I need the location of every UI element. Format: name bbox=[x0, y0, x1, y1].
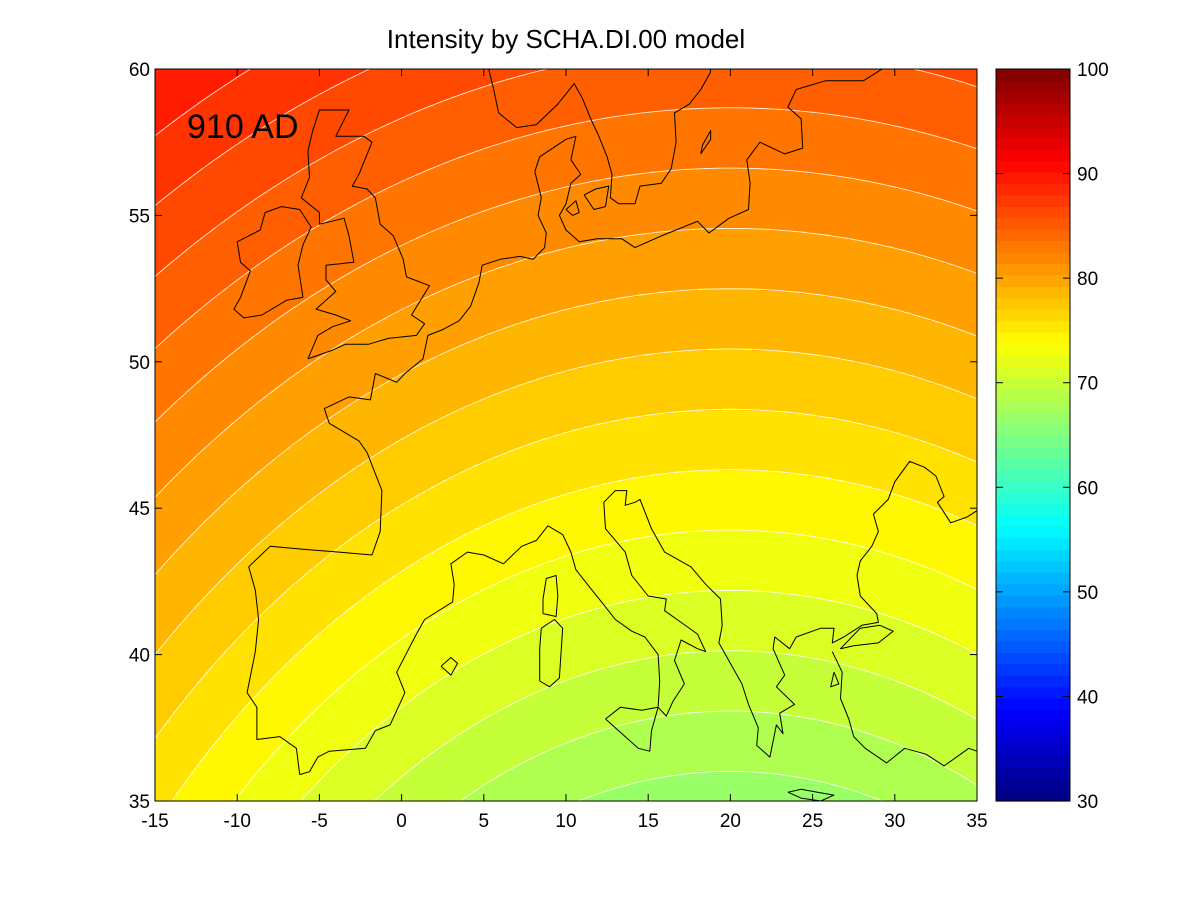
colorbar-band bbox=[996, 218, 1070, 230]
x-tick-label: -5 bbox=[311, 811, 328, 832]
colorbar-band bbox=[996, 275, 1070, 287]
colorbar-band bbox=[996, 229, 1070, 241]
colorbar-band bbox=[996, 206, 1070, 218]
colorbar-band bbox=[996, 687, 1070, 699]
colorbar-band bbox=[996, 309, 1070, 321]
colorbar-band bbox=[996, 481, 1070, 493]
colorbar-band bbox=[996, 126, 1070, 138]
colorbar-band bbox=[996, 103, 1070, 115]
colorbar-band bbox=[996, 252, 1070, 264]
colorbar-band bbox=[996, 538, 1070, 550]
x-tick-label: 35 bbox=[966, 811, 987, 832]
colorbar-tick-label: 80 bbox=[1077, 269, 1098, 290]
x-tick-label: 20 bbox=[720, 811, 741, 832]
colorbar-band bbox=[996, 412, 1070, 424]
era-label: 910 AD bbox=[187, 108, 299, 146]
colorbar-band bbox=[996, 263, 1070, 275]
colorbar-band bbox=[996, 504, 1070, 516]
colorbar-band bbox=[996, 332, 1070, 344]
colorbar-tick-label: 100 bbox=[1077, 60, 1109, 81]
x-tick-label: -10 bbox=[223, 811, 250, 832]
x-tick-label: 0 bbox=[396, 811, 407, 832]
colorbar-band bbox=[996, 664, 1070, 676]
x-tick-label: 15 bbox=[638, 811, 659, 832]
y-tick-label: 60 bbox=[129, 60, 150, 81]
colorbar-band bbox=[996, 652, 1070, 664]
colorbar-band bbox=[996, 241, 1070, 253]
colorbar-band bbox=[996, 641, 1070, 653]
colorbar-band bbox=[996, 424, 1070, 436]
colorbar-band bbox=[996, 675, 1070, 687]
colorbar-band bbox=[996, 458, 1070, 470]
y-tick-label: 45 bbox=[129, 499, 150, 520]
colorbar-band bbox=[996, 286, 1070, 298]
x-tick-label: 30 bbox=[884, 811, 905, 832]
colorbar-band bbox=[996, 767, 1070, 779]
colorbar-band bbox=[996, 618, 1070, 630]
colorbar-band bbox=[996, 515, 1070, 527]
x-tick-label: 5 bbox=[479, 811, 490, 832]
colorbar-band bbox=[996, 161, 1070, 173]
colorbar-band bbox=[996, 69, 1070, 81]
colorbar-band bbox=[996, 115, 1070, 127]
colorbar-tick-label: 30 bbox=[1077, 792, 1098, 813]
y-tick-label: 35 bbox=[129, 792, 150, 813]
colorbar-band bbox=[996, 80, 1070, 92]
colorbar-band bbox=[996, 755, 1070, 767]
x-tick-label: -15 bbox=[141, 811, 168, 832]
colorbar-band bbox=[996, 790, 1070, 802]
colorbar-band bbox=[996, 710, 1070, 722]
colorbar-band bbox=[996, 584, 1070, 596]
x-tick-label: 10 bbox=[555, 811, 576, 832]
colorbar-band bbox=[996, 721, 1070, 733]
colorbar-tick-label: 40 bbox=[1077, 687, 1098, 708]
colorbar-band bbox=[996, 378, 1070, 390]
colorbar-tick-label: 70 bbox=[1077, 374, 1098, 395]
colorbar-band bbox=[996, 401, 1070, 413]
colorbar-band bbox=[996, 549, 1070, 561]
colorbar-band bbox=[996, 629, 1070, 641]
colorbar-band bbox=[996, 744, 1070, 756]
colorbar-tick-label: 90 bbox=[1077, 165, 1098, 186]
colorbar-band bbox=[996, 572, 1070, 584]
colorbar-band bbox=[996, 138, 1070, 150]
colorbar-band bbox=[996, 527, 1070, 539]
colorbar-band bbox=[996, 389, 1070, 401]
colorbar-band bbox=[996, 435, 1070, 447]
colorbar-band bbox=[996, 149, 1070, 161]
colorbar-band bbox=[996, 732, 1070, 744]
colorbar-band bbox=[996, 492, 1070, 504]
colorbar-band bbox=[996, 607, 1070, 619]
colorbar-band bbox=[996, 355, 1070, 367]
colorbar-band bbox=[996, 595, 1070, 607]
colorbar-band bbox=[996, 92, 1070, 104]
colorbar-tick-label: 60 bbox=[1077, 478, 1098, 499]
colorbar-band bbox=[996, 321, 1070, 333]
colorbar-band bbox=[996, 366, 1070, 378]
colorbar-band bbox=[996, 778, 1070, 790]
colorbar-tick-label: 50 bbox=[1077, 583, 1098, 604]
colorbar-band bbox=[996, 172, 1070, 184]
colorbar-band bbox=[996, 195, 1070, 207]
x-tick-label: 25 bbox=[802, 811, 823, 832]
y-tick-label: 55 bbox=[129, 206, 150, 227]
colorbar-band bbox=[996, 298, 1070, 310]
colorbar-band bbox=[996, 446, 1070, 458]
colorbar-band bbox=[996, 469, 1070, 481]
colorbar-band bbox=[996, 698, 1070, 710]
y-tick-label: 40 bbox=[129, 646, 150, 667]
y-tick-label: 50 bbox=[129, 353, 150, 374]
colorbar bbox=[996, 69, 1070, 802]
colorbar-band bbox=[996, 183, 1070, 195]
colorbar-band bbox=[996, 344, 1070, 356]
colorbar-band bbox=[996, 561, 1070, 573]
